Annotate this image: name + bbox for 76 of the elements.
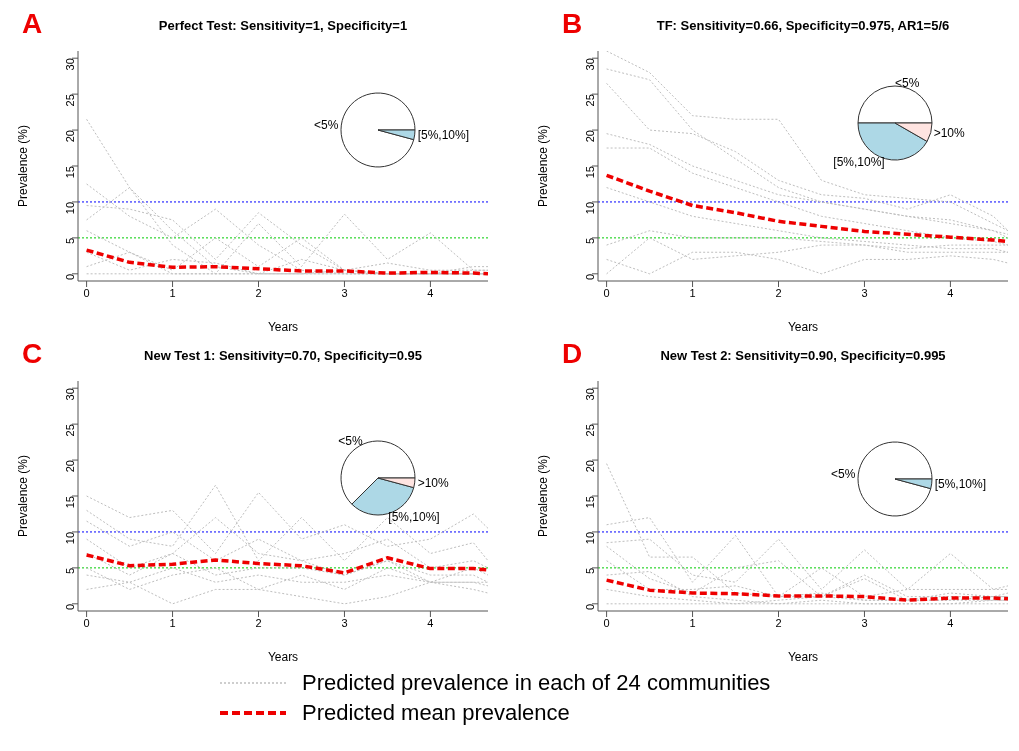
slice-label: <5% — [313, 117, 339, 132]
y-axis-title: Prevalence (%) — [536, 124, 551, 208]
slice-label: <5% — [830, 466, 856, 481]
slice-label: [5%,10%] — [833, 154, 885, 169]
text: B — [562, 8, 583, 40]
y-tick-label: 5 — [63, 237, 76, 244]
x-tick-label: 1 — [689, 286, 696, 299]
slice-label: >10% — [417, 476, 450, 491]
x-tick-label: 0 — [83, 286, 90, 299]
x-tick-label: 4 — [947, 286, 954, 299]
y-tick-label: 30 — [583, 388, 596, 401]
y-tick-label: 30 — [63, 58, 76, 71]
slice-label: [5%,10%] — [934, 477, 987, 492]
slice-label: [5%,10%] — [388, 509, 440, 524]
y-tick-label: 10 — [583, 201, 596, 215]
x-tick-label: 2 — [255, 286, 262, 299]
chart-title: New Test 1: Sensitivity=0.70, Specificity=0.95 — [143, 348, 423, 363]
y-tick-label: 30 — [63, 388, 76, 401]
y-tick-label: 15 — [583, 166, 596, 179]
y-tick-label: 10 — [583, 531, 596, 545]
y-tick-label: 25 — [63, 424, 76, 437]
x-tick-label: 1 — [689, 616, 696, 629]
x-tick-label: 1 — [169, 286, 176, 299]
x-tick-label: 4 — [427, 616, 434, 629]
y-tick-label: 30 — [583, 58, 596, 71]
y-tick-label: 0 — [63, 603, 76, 610]
x-tick-label: 2 — [775, 616, 782, 629]
slice-label: [5%,10%] — [417, 128, 470, 143]
text: C — [22, 338, 43, 370]
y-axis-title: Prevalence (%) — [536, 454, 551, 538]
y-tick-label: 0 — [583, 603, 596, 610]
x-tick-label: 4 — [427, 286, 434, 299]
y-tick-label: 0 — [583, 273, 596, 280]
x-tick-label: 3 — [861, 286, 868, 299]
y-tick-label: 20 — [583, 130, 596, 143]
x-axis-title: Years — [267, 650, 299, 664]
slice-label: <5% — [338, 434, 364, 449]
x-axis-title: Years — [787, 650, 819, 664]
y-tick-label: 20 — [63, 130, 76, 143]
slice-label: <5% — [895, 76, 920, 90]
slice-label: >10% — [933, 126, 965, 141]
x-tick-label: 3 — [341, 286, 348, 299]
chart-title: Perfect Test: Sensitivity=1, Specificity=1 — [157, 18, 409, 33]
y-tick-label: 5 — [583, 567, 596, 574]
x-tick-label: 2 — [255, 616, 262, 629]
y-tick-label: 15 — [583, 496, 596, 509]
y-tick-label: 5 — [583, 237, 596, 244]
y-tick-label: 25 — [583, 424, 596, 437]
x-tick-label: 2 — [775, 286, 782, 299]
y-tick-label: 5 — [63, 567, 76, 574]
chart-title: TF: Sensitivity=0.66, Specificity=0.975, AR1=5/6 — [655, 18, 951, 33]
y-tick-label: 20 — [583, 460, 596, 473]
y-tick-label: 0 — [63, 273, 76, 280]
x-axis-title: Years — [787, 320, 819, 334]
y-tick-label: 25 — [63, 94, 76, 107]
y-axis-title: Prevalence (%) — [16, 124, 31, 208]
x-tick-label: 4 — [947, 616, 954, 629]
y-tick-label: 10 — [63, 531, 76, 545]
legend-label: Predicted mean prevalence — [302, 700, 570, 726]
chart-title: New Test 2: Sensitivity=0.90, Specificity=0.995 — [659, 348, 947, 363]
legend-label: Predicted prevalence in each of 24 communities — [302, 670, 771, 696]
text: A — [22, 8, 43, 40]
y-tick-label: 15 — [63, 166, 76, 179]
text: D — [562, 338, 583, 370]
x-tick-label: 3 — [341, 616, 348, 629]
x-tick-label: 1 — [169, 616, 176, 629]
x-axis-title: Years — [267, 320, 299, 334]
y-axis-title: Prevalence (%) — [16, 454, 31, 538]
x-tick-label: 0 — [83, 616, 90, 629]
y-tick-label: 25 — [583, 94, 596, 107]
x-tick-label: 3 — [861, 616, 868, 629]
y-tick-label: 20 — [63, 460, 76, 473]
y-tick-label: 15 — [63, 496, 76, 509]
y-tick-label: 10 — [63, 201, 76, 215]
x-tick-label: 0 — [603, 286, 610, 299]
x-tick-label: 0 — [603, 616, 610, 629]
